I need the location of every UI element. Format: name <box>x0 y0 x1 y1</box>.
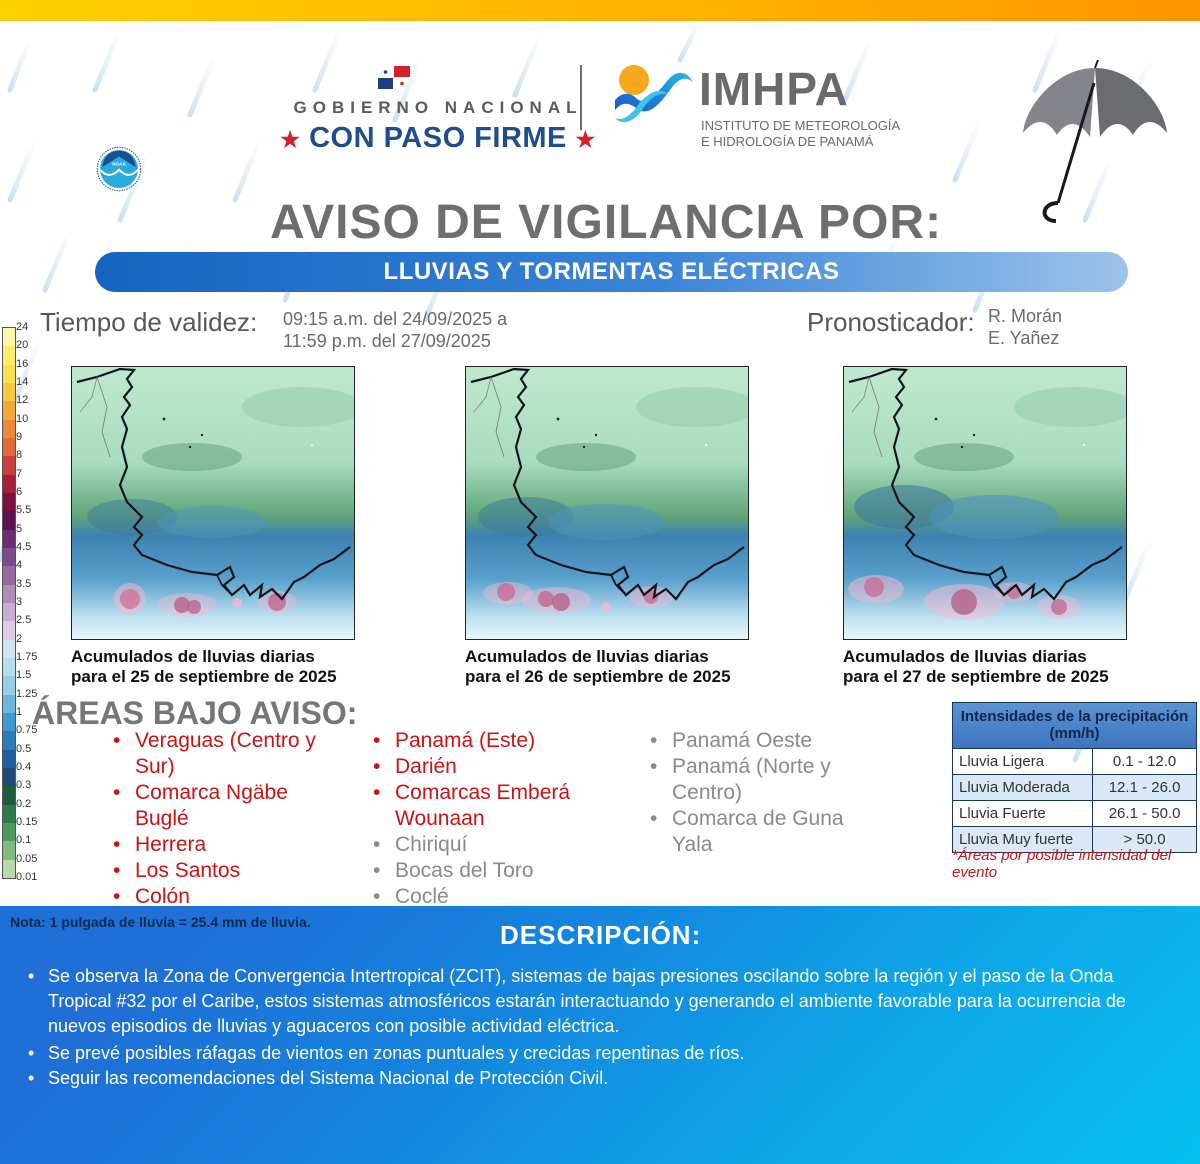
svg-text:NOAA: NOAA <box>112 162 126 167</box>
